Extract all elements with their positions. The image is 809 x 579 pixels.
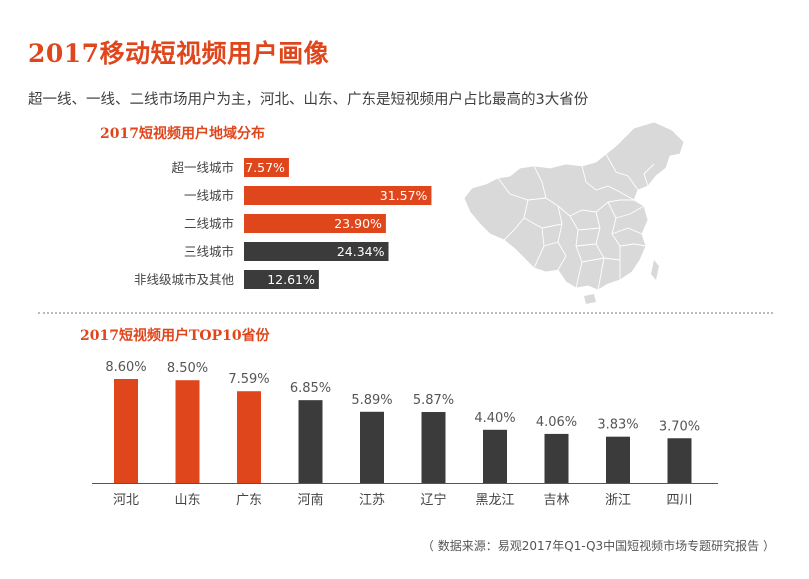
- province-value-label: 7.59%: [228, 372, 269, 387]
- regional-category-label: 非线级城市及其他: [134, 272, 235, 287]
- province-category-label: 辽宁: [420, 492, 446, 508]
- taiwan-shape: [651, 260, 659, 280]
- page-title: 2017移动短视频用户画像: [28, 39, 330, 68]
- page-subtitle: 超一线、一线、二线市场用户为主，河北、山东、广东是短视频用户占比最高的3大省份: [28, 92, 589, 108]
- top10-chart-title: 2017短视频用户TOP10省份: [80, 328, 270, 344]
- province-category-label: 浙江: [605, 493, 631, 508]
- province-bar: [114, 379, 138, 483]
- province-value-label: 3.83%: [597, 418, 638, 433]
- regional-value-label: 12.61%: [267, 272, 315, 287]
- province-value-label: 4.06%: [536, 415, 577, 430]
- regional-distribution-chart: 超一线城市 7.57% 一线城市 31.57% 二线城市 23.90% 三线城市 24.34%…: [134, 158, 432, 289]
- regional-value-label: 7.57%: [245, 160, 285, 175]
- top10-provinces-chart: 8.60% 河北 8.50% 山东 7.59% 广东 6.85% 河南 5.89% 江苏 5.87%…: [92, 360, 718, 508]
- china-map-shape: [463, 121, 685, 291]
- regional-bar: [244, 270, 319, 289]
- province-bar: [421, 412, 446, 483]
- regional-category-label: 三线城市: [184, 244, 234, 259]
- province-bar: [237, 391, 261, 483]
- province-bar: [667, 438, 692, 483]
- province-bar: [606, 436, 630, 483]
- regional-category-label: 超一线城市: [171, 160, 234, 175]
- province-category-label: 江苏: [359, 492, 385, 508]
- province-value-label: 3.70%: [659, 419, 700, 434]
- regional-bar: [244, 214, 386, 233]
- province-bar: [544, 433, 569, 483]
- regional-bar: [244, 186, 432, 205]
- province-category-label: 河南: [297, 492, 323, 508]
- province-value-label: 6.85%: [290, 381, 331, 396]
- china-map-icon: [463, 121, 685, 304]
- data-source-note: （ 数据来源：易观2017年Q1-Q3中国短视频市场专题研究报告 ）: [421, 539, 775, 553]
- regional-chart-title: 2017短视频用户地域分布: [100, 126, 265, 142]
- province-value-label: 5.89%: [351, 393, 392, 408]
- province-category-label: 山东: [174, 493, 200, 508]
- province-bar: [483, 429, 507, 483]
- province-value-label: 4.40%: [474, 411, 515, 426]
- regional-value-label: 31.57%: [380, 188, 428, 203]
- province-value-label: 8.50%: [167, 361, 208, 376]
- regional-value-label: 24.34%: [337, 244, 385, 259]
- regional-category-label: 一线城市: [184, 188, 234, 203]
- china-province-borders: [497, 153, 669, 291]
- section-divider: [38, 312, 773, 314]
- regional-value-label: 23.90%: [334, 216, 382, 231]
- regional-bar: [244, 158, 289, 177]
- province-bar: [175, 380, 200, 483]
- province-category-label: 四川: [666, 493, 692, 508]
- province-category-label: 吉林: [543, 493, 569, 508]
- regional-bar: [244, 242, 389, 261]
- province-bar: [360, 411, 384, 483]
- province-category-label: 黑龙江: [475, 493, 514, 508]
- province-category-label: 广东: [236, 493, 262, 508]
- province-category-label: 河北: [113, 493, 139, 508]
- province-value-label: 5.87%: [413, 393, 454, 408]
- regional-category-label: 二线城市: [184, 216, 234, 231]
- province-bar: [298, 400, 323, 483]
- province-value-label: 8.60%: [105, 360, 146, 375]
- hainan-shape: [584, 294, 596, 304]
